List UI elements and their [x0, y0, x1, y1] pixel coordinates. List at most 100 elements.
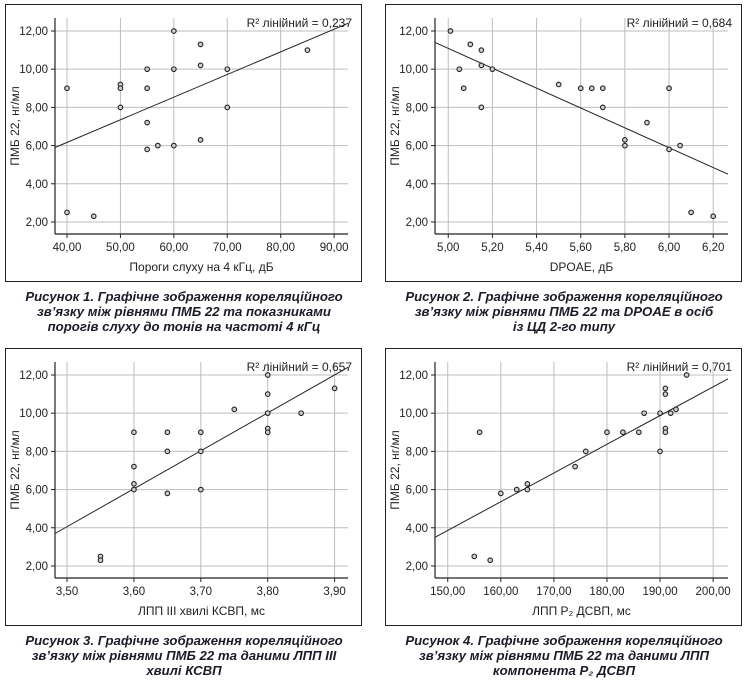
data-point: [555, 81, 562, 88]
data-point: [572, 463, 578, 470]
r2-label: R² лінійний = 0,657: [247, 360, 353, 374]
x-tick-label: 90,00: [320, 242, 349, 254]
x-tick-label: 190,00: [642, 586, 677, 598]
data-point: [497, 490, 504, 497]
data-point: [164, 448, 171, 455]
x-tick-label: 5,60: [570, 242, 592, 254]
data-point: [487, 557, 494, 564]
data-point: [677, 142, 683, 149]
data-point: [197, 486, 204, 493]
y-tick-label: 8,00: [406, 446, 428, 458]
data-point: [171, 66, 177, 73]
data-point: [710, 213, 717, 220]
data-point: [662, 385, 669, 392]
data-point: [635, 429, 642, 436]
data-point: [131, 486, 137, 493]
x-axis-title: Пороги слуху на 4 кГц, дБ: [129, 260, 273, 274]
data-point: [131, 429, 137, 436]
y-tick-label: 10,00: [19, 408, 48, 420]
x-tick-label: 150,00: [430, 586, 465, 598]
data-point: [467, 41, 474, 48]
x-axis-title: ЛПП P₂ ДСВП, мс: [532, 604, 631, 618]
data-point: [476, 429, 483, 436]
data-point: [164, 429, 171, 436]
x-tick-label: 180,00: [589, 586, 624, 598]
y-tick-label: 8,00: [406, 102, 428, 114]
data-point: [657, 410, 663, 417]
data-point: [197, 429, 204, 436]
data-point: [97, 557, 104, 564]
y-tick-label: 2,00: [406, 561, 428, 573]
y-tick-label: 8,00: [26, 102, 48, 114]
data-point: [197, 136, 204, 143]
caption-line: зв’язку між рівнями ПМБ 22 та даними ЛПП…: [31, 648, 337, 663]
x-tick-label: 160,00: [483, 586, 518, 598]
x-tick-label: 3,50: [56, 586, 78, 598]
figure-caption: Рисунок 1. Графічне зображення кореляцій…: [0, 289, 369, 334]
caption-line: із ЦД 2-го типу: [512, 319, 616, 334]
caption-line: хвилі КСВП: [146, 663, 222, 678]
data-point: [264, 429, 271, 436]
x-tick-label: 3,60: [123, 586, 145, 598]
x-axis-title: DPOAE, дБ: [550, 260, 614, 274]
data-point: [471, 553, 478, 560]
data-point: [577, 85, 584, 92]
x-tick-label: 5,40: [525, 242, 547, 254]
data-point: [231, 406, 238, 413]
caption-line: компонента P₂ ДСВП: [492, 663, 636, 678]
data-point: [117, 104, 124, 111]
data-point: [688, 209, 694, 216]
data-point: [331, 385, 338, 392]
y-axis-title: ПМБ 22, нг/мл: [8, 86, 22, 165]
scatter-plot: 5,00 5,20 5,40 5,60 5,80 6,00 6,20 2,00 4,00 6,00…: [388, 16, 732, 274]
y-tick-label: 4,00: [406, 179, 428, 191]
data-point: [456, 66, 463, 73]
chart-box: 150,00 160,00 170,00 180,00 190,00 200,00 2,00…: [385, 348, 742, 626]
y-tick-label: 12,00: [19, 26, 48, 38]
data-point: [673, 406, 679, 413]
y-tick-label: 6,00: [406, 141, 428, 153]
data-point: [666, 146, 672, 153]
scatter-plot: 40,00 50,00 60,00 70,00 80,00 90,00 2,00 4,00 6,…: [8, 16, 352, 274]
chart-box: 5,00 5,20 5,40 5,60 5,80 6,00 6,20 2,00 4,00 6,00…: [385, 4, 742, 282]
caption-line: зв’язку між рівнями ПМБ 22 та показникам…: [37, 304, 331, 319]
r2-label: R² лінійний = 0,701: [627, 360, 733, 374]
data-point: [144, 85, 150, 92]
x-tick-label: 3,70: [190, 586, 212, 598]
y-tick-label: 4,00: [26, 179, 48, 191]
y-axis-title: ПМБ 22, нг/мл: [8, 430, 22, 509]
data-point: [90, 213, 97, 220]
data-point: [588, 85, 595, 92]
caption-line: Рисунок 2. Графічне зображення кореляцій…: [405, 289, 723, 304]
data-point: [666, 85, 672, 92]
data-point: [197, 62, 204, 69]
data-point: [622, 142, 628, 149]
data-point: [513, 486, 520, 493]
chart-box: 3,50 3,60 3,70 3,80 3,90 2,00 4,00 6,00 8,00 10,0…: [5, 348, 362, 626]
figure-caption: Рисунок 3. Графічне зображення кореляцій…: [0, 633, 369, 678]
scatter-plot: 3,50 3,60 3,70 3,80 3,90 2,00 4,00 6,00 8,00 10,0…: [8, 360, 353, 618]
y-axis-title: ПМБ 22, нг/мл: [388, 430, 402, 509]
data-point: [264, 410, 271, 417]
figure-caption: Рисунок 2. Графічне зображення кореляцій…: [379, 289, 749, 334]
data-point: [524, 480, 531, 487]
figure-caption: Рисунок 4. Графічне зображення кореляцій…: [379, 633, 749, 678]
data-point: [64, 209, 70, 216]
x-tick-label: 50,00: [106, 242, 135, 254]
x-tick-label: 5,20: [481, 242, 503, 254]
y-axis-title: ПМБ 22, нг/мл: [388, 86, 402, 165]
y-tick-label: 4,00: [26, 523, 48, 535]
y-tick-label: 6,00: [26, 141, 48, 153]
data-point: [657, 448, 663, 455]
data-point: [144, 119, 150, 126]
data-point: [460, 85, 467, 92]
data-point: [662, 391, 669, 397]
data-point: [264, 372, 271, 378]
x-tick-label: 5,80: [614, 242, 636, 254]
data-point: [644, 119, 650, 126]
x-tick-label: 170,00: [536, 586, 571, 598]
data-point: [298, 410, 305, 417]
x-tick-label: 200,00: [696, 586, 731, 598]
data-point: [478, 47, 485, 53]
y-tick-label: 4,00: [406, 523, 428, 535]
